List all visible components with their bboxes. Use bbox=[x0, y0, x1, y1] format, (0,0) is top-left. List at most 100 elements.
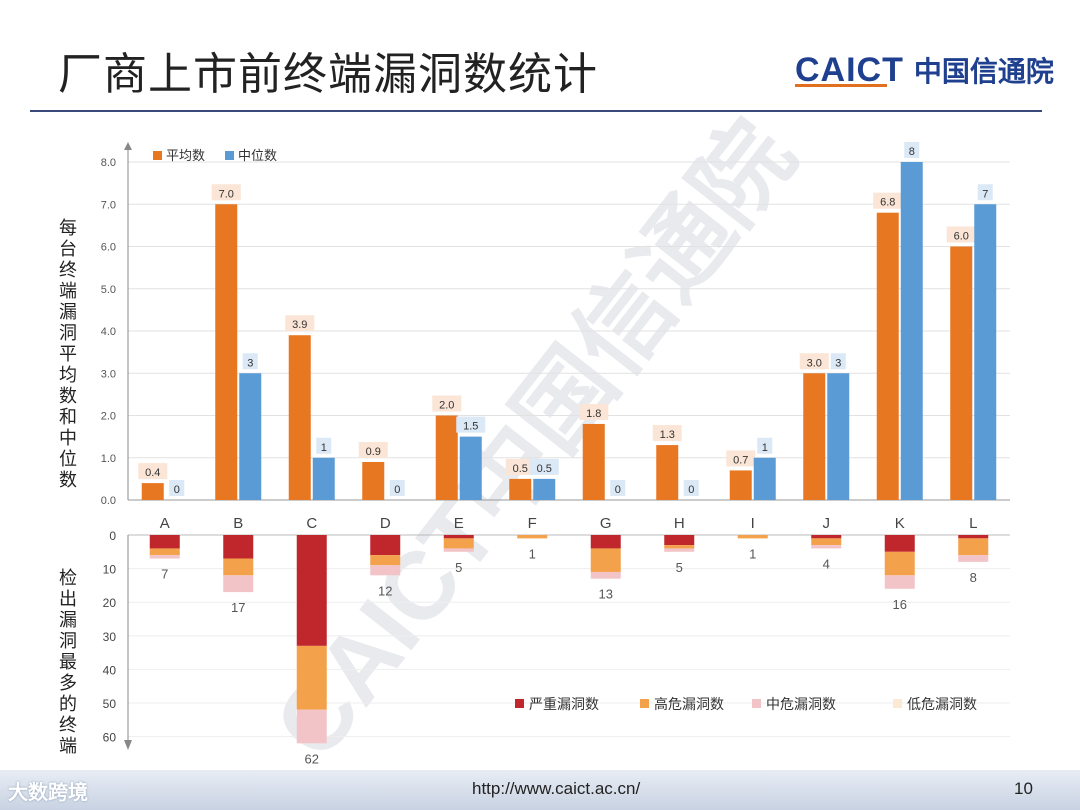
data-label-median: 0 bbox=[174, 484, 180, 496]
legend-swatch-mean bbox=[153, 151, 162, 160]
bar-mean-B bbox=[215, 204, 238, 500]
stacked-bar-A-s0 bbox=[149, 535, 180, 549]
stacked-bar-A-s1 bbox=[149, 548, 180, 556]
stacked-bar-L-s2 bbox=[958, 555, 989, 562]
stacked-bar-H-s2 bbox=[664, 548, 695, 552]
category-label-G: G bbox=[600, 515, 612, 532]
bottom-chart-ylabel: 检出漏洞最多的终端 bbox=[59, 568, 77, 757]
stacked-bar-K-s2 bbox=[884, 575, 915, 589]
stacked-bar-G-s2 bbox=[590, 571, 621, 579]
category-label-C: C bbox=[306, 515, 317, 532]
stacked-bar-D-s1 bbox=[370, 555, 401, 566]
data-label-mean: 2.0 bbox=[439, 400, 454, 412]
top-y-tick-label: 6.0 bbox=[101, 242, 116, 254]
stacked-bar-H-s0 bbox=[664, 535, 695, 546]
data-label-bg bbox=[456, 416, 486, 433]
data-label-median: 0 bbox=[615, 484, 621, 496]
category-label-A: A bbox=[160, 515, 170, 532]
data-label-bg bbox=[610, 480, 626, 496]
logo-caict-text: CAICT bbox=[795, 50, 904, 89]
bar-mean-L bbox=[950, 246, 973, 500]
stacked-bar-K-s0 bbox=[884, 535, 915, 552]
page-title: 厂商上市前终端漏洞数统计 bbox=[58, 49, 598, 100]
legend-label-median: 中位数 bbox=[238, 148, 277, 163]
stacked-bar-K-s1 bbox=[884, 551, 915, 576]
stacked-bar-B-s1 bbox=[223, 558, 254, 576]
data-label-bg bbox=[799, 353, 829, 370]
legend-label-severity-2: 中危漏洞数 bbox=[766, 696, 836, 712]
top-y-axis-arrow bbox=[124, 142, 132, 150]
total-label-F: 1 bbox=[529, 546, 536, 561]
category-label-F: F bbox=[528, 515, 537, 532]
data-label-bg bbox=[652, 425, 682, 442]
stacked-bar-G-s0 bbox=[590, 535, 621, 549]
data-label-bg bbox=[505, 458, 535, 475]
bar-mean-C bbox=[288, 335, 311, 500]
total-label-A: 7 bbox=[161, 567, 168, 582]
data-label-bg bbox=[169, 480, 185, 496]
bottom-y-tick-label: 60 bbox=[103, 731, 117, 745]
stacked-bar-H-s1 bbox=[664, 545, 695, 549]
data-label-bg bbox=[432, 395, 462, 412]
legend-label-severity-3: 低危漏洞数 bbox=[907, 696, 977, 712]
total-label-H: 5 bbox=[676, 560, 683, 575]
bar-median-K bbox=[900, 162, 923, 500]
data-label-bg bbox=[946, 226, 976, 243]
category-label-K: K bbox=[895, 515, 905, 532]
total-label-K: 16 bbox=[893, 597, 907, 612]
bar-median-I bbox=[753, 457, 776, 500]
top-y-tick-label: 7.0 bbox=[101, 199, 116, 211]
bar-mean-D bbox=[362, 461, 385, 500]
category-label-D: D bbox=[380, 515, 391, 532]
data-label-median: 8 bbox=[909, 146, 915, 158]
bottom-y-tick-label: 10 bbox=[103, 563, 117, 577]
title-divider bbox=[30, 110, 1042, 112]
total-label-C: 62 bbox=[305, 751, 319, 766]
data-label-mean: 0.4 bbox=[145, 467, 160, 479]
data-label-mean: 1.3 bbox=[660, 429, 675, 441]
data-label-bg bbox=[757, 437, 773, 454]
category-label-H: H bbox=[674, 515, 685, 532]
category-label-J: J bbox=[823, 515, 831, 532]
bar-mean-G bbox=[582, 423, 605, 500]
data-label-median: 1 bbox=[321, 442, 327, 454]
data-label-bg bbox=[977, 184, 993, 201]
legend-swatch-severity-2 bbox=[752, 699, 761, 708]
bottom-y-tick-label: 30 bbox=[103, 630, 117, 644]
data-label-median: 7 bbox=[982, 188, 988, 200]
data-label-median: 0.5 bbox=[537, 463, 552, 475]
stacked-bar-L-s1 bbox=[958, 538, 989, 556]
footer-url: http://www.caict.ac.cn/ bbox=[472, 779, 641, 798]
legend-swatch-severity-1 bbox=[640, 699, 649, 708]
stacked-bar-L-s0 bbox=[958, 535, 989, 539]
bottom-y-tick-label: 0 bbox=[109, 529, 116, 543]
bar-mean-H bbox=[656, 445, 679, 500]
legend-label-severity-0: 严重漏洞数 bbox=[529, 696, 599, 712]
bottom-y-tick-label: 40 bbox=[103, 663, 117, 677]
stacked-bar-J-s2 bbox=[811, 545, 842, 549]
category-label-L: L bbox=[969, 515, 977, 532]
data-label-bg bbox=[726, 450, 756, 467]
stacked-bar-G-s1 bbox=[590, 548, 621, 572]
top-chart-ylabel: 每台终端漏洞平均数和中位数 bbox=[59, 218, 77, 491]
stacked-bar-C-s0 bbox=[296, 535, 327, 646]
bottom-y-tick-label: 50 bbox=[103, 697, 117, 711]
bottom-y-tick-label: 20 bbox=[103, 596, 117, 610]
data-label-bg bbox=[242, 353, 258, 370]
data-label-bg bbox=[211, 184, 241, 201]
data-label-mean: 6.8 bbox=[880, 197, 895, 209]
total-label-J: 4 bbox=[823, 556, 830, 571]
total-label-B: 17 bbox=[231, 600, 245, 615]
top-y-tick-label: 4.0 bbox=[101, 326, 116, 338]
stacked-bar-E-s2 bbox=[443, 548, 474, 552]
stacked-bar-B-s0 bbox=[223, 535, 254, 559]
stacked-bar-J-s0 bbox=[811, 535, 842, 539]
bar-median-E bbox=[459, 436, 482, 500]
data-label-bg bbox=[529, 458, 559, 475]
data-label-median: 0 bbox=[688, 484, 694, 496]
data-label-median: 1 bbox=[762, 442, 768, 454]
bar-mean-E bbox=[435, 415, 458, 500]
top-y-tick-label: 8.0 bbox=[101, 157, 116, 169]
category-label-E: E bbox=[454, 515, 464, 532]
data-label-bg bbox=[358, 441, 388, 458]
